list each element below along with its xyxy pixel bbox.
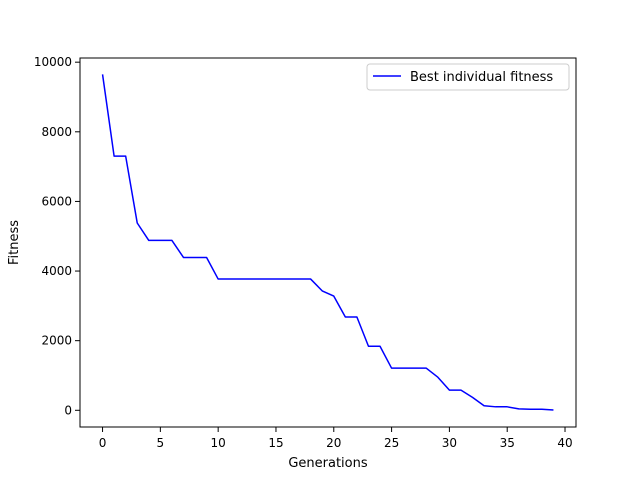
x-tick-label: 20 xyxy=(326,436,341,450)
x-tick-label: 35 xyxy=(500,436,515,450)
x-axis-label: Generations xyxy=(288,456,368,471)
x-tick-label: 0 xyxy=(99,436,107,450)
legend-box xyxy=(366,63,570,91)
y-tick-label: 8000 xyxy=(41,125,72,139)
series-layer xyxy=(101,74,554,411)
y-tick-label: 6000 xyxy=(41,194,72,208)
y-axis: 0 2000 4000 6000 8000 10000 xyxy=(34,55,80,417)
x-tick-label: 30 xyxy=(442,436,457,450)
y-tick-label: 10000 xyxy=(34,55,72,69)
x-tick-label: 15 xyxy=(268,436,283,450)
y-tick-label: 0 xyxy=(64,403,72,417)
legend-entry-label: Best individual fitness xyxy=(410,70,553,85)
x-axis: 0 5 10 15 20 25 30 35 40 xyxy=(99,427,573,450)
legend: Best individual fitness xyxy=(366,63,570,91)
x-tick-label: 5 xyxy=(157,436,165,450)
y-axis-label: Fitness xyxy=(7,220,22,265)
x-tick-label: 40 xyxy=(557,436,572,450)
x-tick-label: 10 xyxy=(211,436,226,450)
x-tick-label: 25 xyxy=(384,436,399,450)
series-line xyxy=(101,74,554,411)
y-tick-label: 4000 xyxy=(41,264,72,278)
y-tick-label: 2000 xyxy=(41,334,72,348)
axes-frame xyxy=(79,57,577,428)
